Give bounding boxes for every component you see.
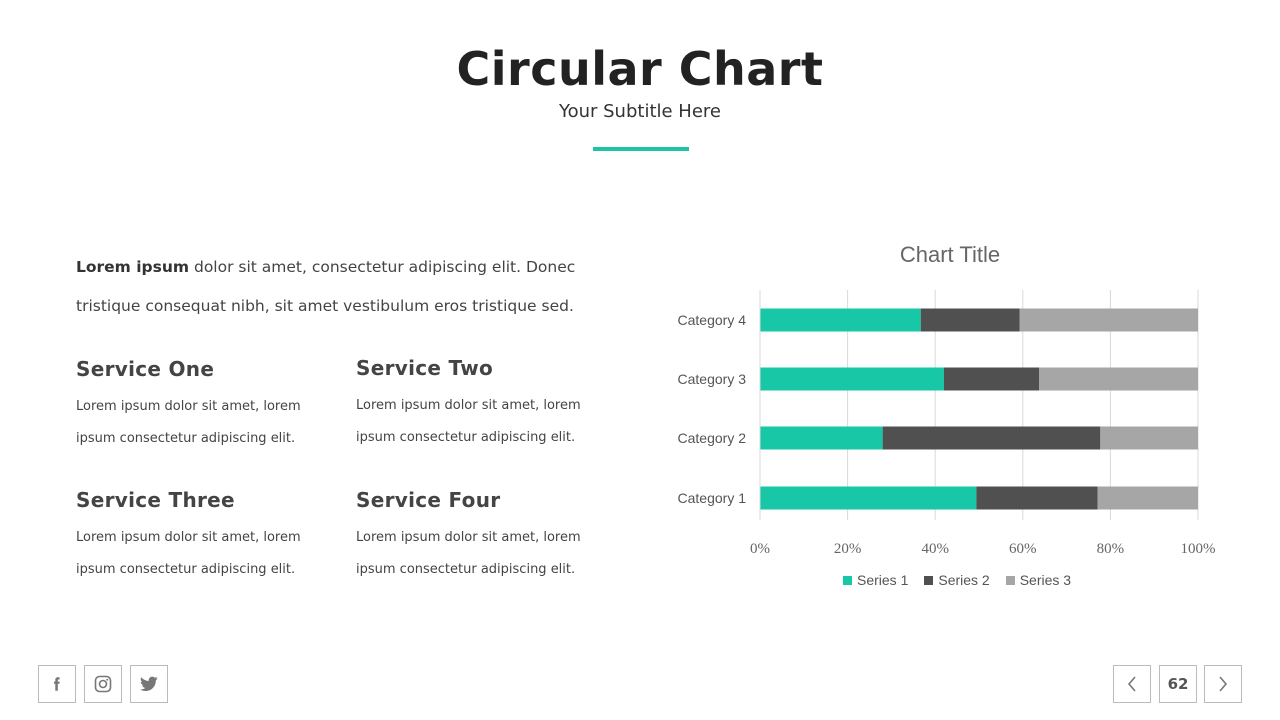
category-label: Category 2 [678,430,747,446]
chevron-right-icon [1219,676,1228,692]
bar-series-1-category-4 [760,308,921,332]
next-slide-button[interactable] [1204,665,1242,703]
bar-series-2-category-4 [920,308,1020,332]
x-tick-label: 0% [750,541,770,557]
legend-label: Series 2 [938,572,990,588]
slide-subtitle: Your Subtitle Here [558,101,721,122]
service-text: Lorem ipsum dolor sit amet, lorem ipsum … [356,398,581,445]
service-four: Service Four Lorem ipsum dolor sit amet,… [356,488,606,586]
x-tick-label: 40% [921,541,949,557]
legend-item-series-1: Series 1 [843,572,908,588]
stacked-bar-chart: Category 1 Category 2 Category 3 Category 4… [678,290,1216,557]
service-title: Service Four [356,488,501,512]
x-tick-label: 100% [1181,541,1216,557]
bar-series-3-category-2 [1100,426,1198,450]
bar-series-1-category-1 [760,486,977,510]
legend-swatch [1005,575,1015,585]
bar-series-1-category-2 [760,426,883,450]
service-one: Service One Lorem ipsum dolor sit amet, … [76,357,326,455]
page-number: 62 [1167,675,1189,693]
service-text: Lorem ipsum dolor sit amet, lorem ipsum … [76,399,301,446]
legend-item-series-2: Series 2 [924,572,990,588]
service-title: Service One [76,357,215,381]
instagram-button[interactable] [84,665,122,703]
service-title: Service Three [76,488,235,512]
title-underline [593,147,689,151]
legend-swatch [843,575,852,585]
service-text: Lorem ipsum dolor sit amet, lorem ipsum … [76,530,301,577]
twitter-button[interactable] [130,665,168,703]
intro-text: dolor sit amet, consectetur adipiscing e… [76,258,576,315]
legend-label: Series 3 [1019,572,1072,588]
category-label: Category 4 [678,312,747,328]
previous-slide-button[interactable] [1113,665,1151,703]
service-two: Service Two Lorem ipsum dolor sit amet, … [356,356,606,454]
service-text: Lorem ipsum dolor sit amet, lorem ipsum … [356,530,581,577]
legend-item-series-3: Series 3 [1005,572,1072,588]
x-tick-label: 20% [834,541,862,557]
bar-series-1-category-3 [760,367,944,391]
legend-label: Series 1 [857,572,909,588]
x-tick-label: 80% [1097,541,1125,557]
legend-swatch [924,575,934,585]
facebook-icon [54,677,60,691]
bar-series-3-category-4 [1019,308,1198,332]
facebook-button[interactable] [38,665,76,703]
service-three: Service Three Lorem ipsum dolor sit amet… [76,488,326,586]
bar-series-3-category-1 [1097,486,1198,510]
chevron-left-icon [1127,676,1136,692]
intro-bold: Lorem ipsum [76,258,190,276]
bar-series-3-category-3 [1039,367,1198,391]
bar-series-2-category-2 [882,426,1101,450]
category-label: Category 3 [678,371,747,387]
twitter-icon [140,676,158,692]
slide-title: Circular Chart [456,42,824,96]
chart-legend: Series 1 Series 2 Series 3 [843,572,1071,588]
intro-paragraph: Lorem ipsum dolor sit amet, consectetur … [76,248,596,326]
instagram-icon [94,675,112,693]
service-title: Service Two [356,356,494,380]
x-tick-label: 60% [1009,541,1037,557]
category-label: Category 1 [678,490,747,506]
bar-series-2-category-3 [943,367,1040,391]
page-number-box: 62 [1159,665,1197,703]
bar-series-2-category-1 [976,486,1098,510]
chart-title: Chart Title [899,242,1001,267]
